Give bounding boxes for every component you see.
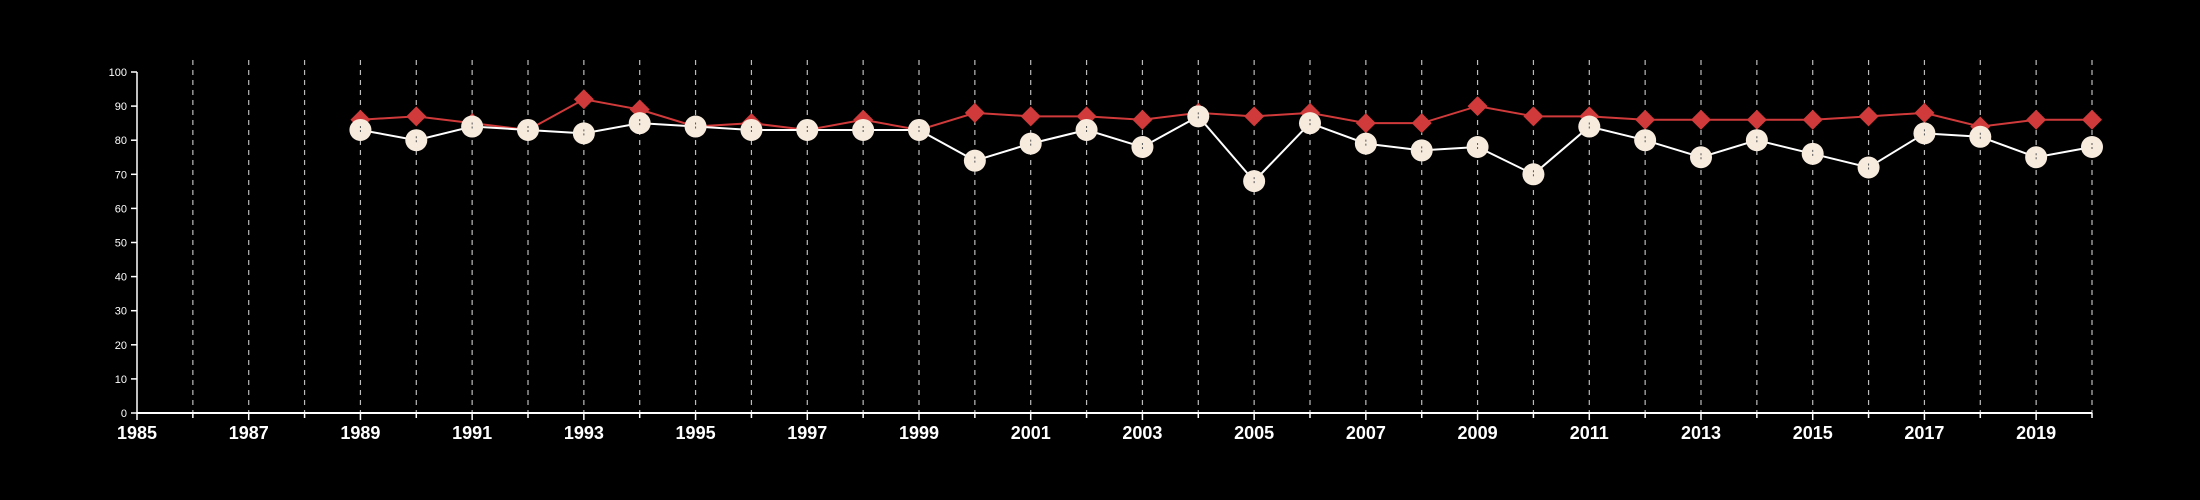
- series-1-line: [360, 98, 2092, 132]
- x-tick-label: 1999: [899, 423, 939, 443]
- x-tick-label: 2015: [1793, 423, 1833, 443]
- x-tick-label: 2007: [1346, 423, 1386, 443]
- x-tick-label: 1997: [787, 423, 827, 443]
- x-tick-label: 2009: [1458, 423, 1498, 443]
- series-1-point: [1467, 96, 1488, 117]
- x-tick-label: 2001: [1011, 423, 1051, 443]
- series-1-point: [1355, 113, 1376, 134]
- series-1-point: [1132, 109, 1153, 130]
- x-tick-label: 2003: [1122, 423, 1162, 443]
- x-tick-label: 2017: [1904, 423, 1944, 443]
- series-1-point: [573, 89, 594, 110]
- x-tick-label: 1991: [452, 423, 492, 443]
- y-tick-label: 20: [115, 340, 127, 352]
- y-tick-label: 100: [109, 67, 127, 79]
- x-tick-label: 1987: [229, 423, 269, 443]
- y-tick-label: 30: [115, 306, 127, 318]
- x-tick-label: 2005: [1234, 423, 1274, 443]
- y-tick-label: 80: [115, 135, 127, 147]
- series-1-point: [1914, 102, 1935, 123]
- series-2-point: [1299, 112, 1321, 135]
- series-1-point: [964, 102, 985, 123]
- x-tick-label: 1989: [340, 423, 380, 443]
- x-tick-label: 2013: [1681, 423, 1721, 443]
- x-tick-label: 2019: [2016, 423, 2056, 443]
- series-1-point: [1802, 109, 1823, 130]
- x-tick-label: 1995: [676, 423, 716, 443]
- y-tick-label: 70: [115, 169, 127, 181]
- series-1-point: [1411, 113, 1432, 134]
- y-tick-label: 0: [121, 408, 127, 420]
- y-tick-label: 60: [115, 203, 127, 215]
- series-2-point: [628, 112, 651, 135]
- y-tick-label: 50: [115, 238, 127, 250]
- series-1-point: [1691, 109, 1711, 130]
- axes: 0 10 20 30 40 50 60 70 80 90 100 1985 1987 1989 1991 19…: [109, 67, 2093, 443]
- series-1-point: [1858, 106, 1879, 127]
- series-1-point: [2082, 109, 2102, 130]
- x-tick-label: 1993: [564, 423, 604, 443]
- series-1-point: [1020, 106, 1041, 127]
- series-2-line: [360, 115, 2093, 183]
- series-1-point: [1244, 106, 1265, 127]
- y-tick-label: 90: [115, 101, 127, 113]
- series-1-point: [406, 106, 427, 127]
- series-1-point: [1746, 109, 1767, 130]
- x-tick-label: 2011: [1570, 423, 1609, 443]
- series-1-point: [1523, 106, 1544, 127]
- series-1-point: [1635, 109, 1656, 130]
- y-tick-label: 40: [115, 272, 127, 284]
- series-layer: [349, 89, 2103, 193]
- x-tick-label: 1985: [117, 423, 157, 443]
- vertical-grid: [192, 60, 2093, 413]
- series-1-point: [2026, 109, 2047, 130]
- y-tick-label: 10: [115, 374, 127, 386]
